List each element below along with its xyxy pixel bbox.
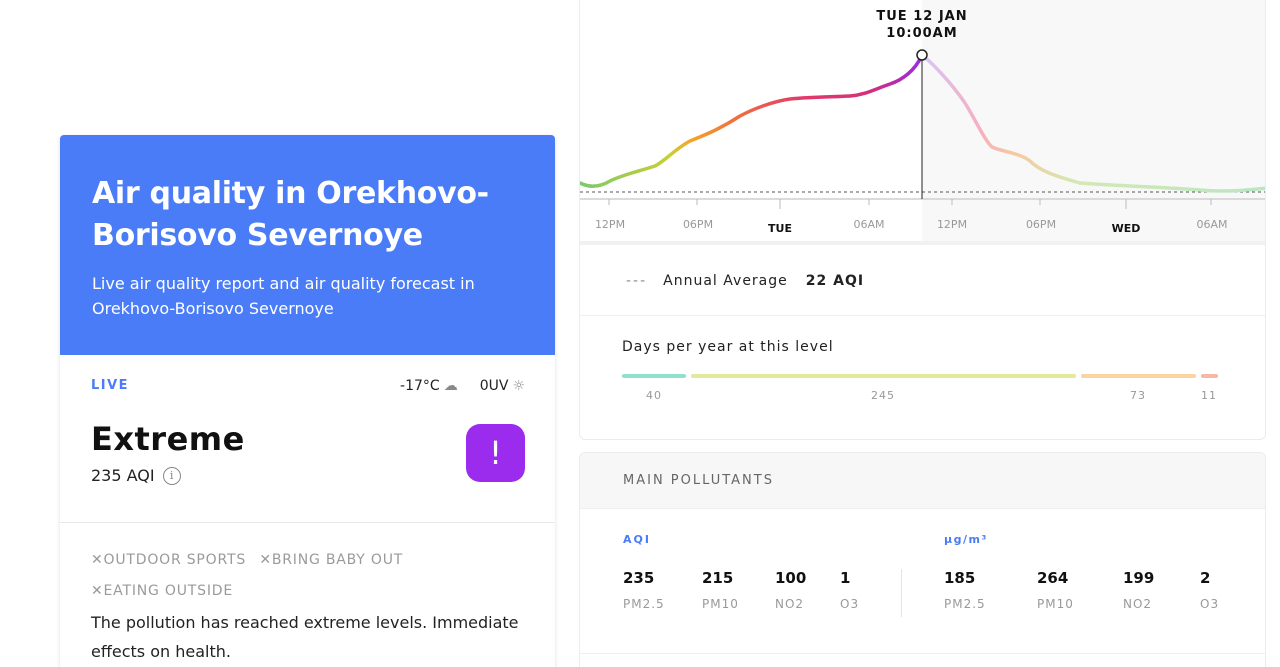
activity-item: ✕EATING OUTSIDE	[91, 583, 233, 599]
aqi-unit-label: AQI	[623, 533, 651, 546]
days-count: 73	[1130, 389, 1146, 402]
aqi-value: 235 AQI i	[91, 466, 181, 485]
tick-marks	[608, 199, 1212, 209]
alert-icon: !	[466, 424, 525, 482]
page-title: Air quality in Orekhovo-Borisovo Severno…	[92, 176, 489, 253]
air-quality-card: Air quality in Orekhovo-Borisovo Severno…	[60, 135, 555, 667]
x-tick-label: WED	[1111, 222, 1141, 235]
pollutant-item: 1 O3	[840, 569, 860, 611]
pollutant-item: 264 PM10	[1037, 569, 1074, 611]
x-tick-label: 12PM	[936, 218, 968, 231]
x-tick-label: TUE	[768, 222, 792, 235]
activity-item: ✕BRING BABY OUT	[259, 552, 404, 568]
uv-index: 0UV ☼	[479, 378, 525, 394]
pollutants-divider	[901, 569, 902, 617]
x-tick-label: 06PM	[1025, 218, 1057, 231]
days-per-year-title: Days per year at this level	[622, 339, 834, 355]
main-pollutants-panel: MAIN POLLUTANTS AQI µg/m³ 235 PM2.5 215 PM…	[579, 452, 1266, 667]
days-bar-segment	[691, 374, 1076, 378]
days-bar-segment	[622, 374, 686, 378]
annual-average-label: Annual Average	[663, 273, 788, 289]
x-tick-label: 06AM	[1196, 218, 1228, 231]
aqi-forecast-chart[interactable]	[580, 0, 1266, 251]
x-tick-label: 06AM	[853, 218, 885, 231]
cloud-icon: ☁	[443, 378, 458, 394]
concentration-unit-label: µg/m³	[944, 533, 988, 546]
page-subtitle: Live air quality report and air quality …	[92, 274, 475, 318]
pollutant-item: 185 PM2.5	[944, 569, 986, 611]
days-bar-segment	[1201, 374, 1218, 378]
card-hero: Air quality in Orekhovo-Borisovo Severno…	[60, 135, 555, 355]
forecast-panel: TUE 12 JAN 10:00AM 12PM 06PM TUE 06AM 12…	[579, 0, 1266, 440]
pollutant-item: 2 O3	[1200, 569, 1220, 611]
activity-recommendations: ✕OUTDOOR SPORTS ✕BRING BABY OUT ✕EATING …	[91, 545, 531, 607]
activity-item: ✕OUTDOOR SPORTS	[91, 552, 247, 568]
pollutant-item: 199 NO2	[1123, 569, 1155, 611]
chart-bottom-border	[580, 241, 1265, 245]
aqi-level: Extreme	[91, 420, 245, 458]
info-icon[interactable]: i	[162, 466, 181, 485]
highlight-point[interactable]	[916, 49, 928, 61]
live-label: LIVE	[91, 378, 130, 393]
pollutant-item: 215 PM10	[702, 569, 739, 611]
pollutant-item: 235 PM2.5	[623, 569, 665, 611]
divider	[60, 522, 555, 523]
sun-icon: ☼	[512, 378, 525, 394]
live-row: LIVE -17°C ☁ 0UV ☼	[91, 378, 525, 398]
days-count: 40	[646, 389, 662, 402]
x-tick-label: 06PM	[682, 218, 714, 231]
x-tick-label: 12PM	[594, 218, 626, 231]
forecast-shade	[922, 0, 1265, 241]
aqi-curve	[580, 52, 1265, 193]
chart-highlight-label: TUE 12 JAN 10:00AM	[876, 9, 968, 41]
dashed-line-icon: ---	[626, 273, 648, 289]
annual-average: --- Annual Average 22 AQI	[626, 273, 864, 289]
days-count: 11	[1201, 389, 1217, 402]
weather-summary: -17°C ☁ 0UV ☼	[400, 378, 525, 394]
days-bar-segment	[1081, 374, 1196, 378]
temperature: -17°C ☁	[400, 378, 458, 394]
pollutant-item: 100 NO2	[775, 569, 807, 611]
annual-average-value: 22 AQI	[805, 273, 865, 289]
divider	[580, 315, 1265, 316]
health-description: The pollution has reached extreme levels…	[91, 613, 519, 661]
days-count: 245	[871, 389, 895, 402]
divider	[580, 653, 1265, 654]
pollutants-title: MAIN POLLUTANTS	[580, 453, 1265, 509]
